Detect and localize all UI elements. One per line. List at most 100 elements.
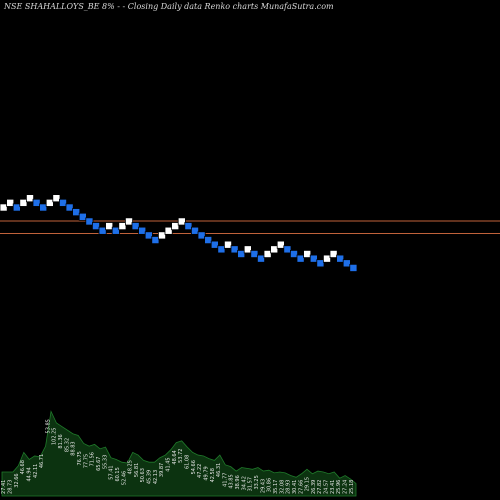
- volume-label: 65.67: [96, 457, 102, 471]
- volume-area-group: [1, 410, 357, 497]
- volume-label: 85.32: [64, 438, 70, 452]
- renko-brick-down: [12, 203, 21, 212]
- volume-label: 56.81: [134, 463, 140, 477]
- volume-label: 55.33: [102, 455, 108, 469]
- renko-brick-down: [289, 249, 298, 258]
- volume-label: 81.36: [58, 434, 64, 448]
- renko-brick-up: [52, 194, 61, 203]
- renko-brick-down: [296, 254, 305, 263]
- renko-brick-up: [177, 217, 186, 226]
- volume-label: 57.41: [109, 465, 115, 479]
- renko-brick-down: [59, 198, 68, 207]
- renko-brick-down: [316, 259, 325, 268]
- volume-label: 24.57: [324, 480, 330, 494]
- renko-brick-down: [184, 222, 193, 231]
- volume-label: 54.66: [191, 460, 197, 474]
- volume-label: 42.11: [33, 464, 39, 478]
- renko-brick-down: [151, 236, 160, 245]
- renko-brick-up: [6, 198, 15, 207]
- renko-brick-down: [138, 226, 147, 235]
- renko-brick-down: [349, 263, 358, 272]
- volume-label: 88.83: [71, 441, 77, 455]
- renko-brick-down: [190, 226, 199, 235]
- renko-brick-down: [98, 226, 107, 235]
- volume-label: 47.22: [197, 464, 203, 478]
- volume-label: 38.96: [235, 475, 241, 489]
- volume-label: 29.43: [260, 479, 266, 493]
- volume-label: 46.71: [39, 454, 45, 468]
- volume-label: 46.68: [20, 460, 26, 474]
- volume-label: 45.39: [147, 470, 153, 484]
- renko-brick-up: [329, 249, 338, 258]
- renko-brick-down: [72, 208, 81, 217]
- volume-label: 77.75: [83, 454, 89, 468]
- renko-brick-down: [230, 245, 239, 254]
- volume-label: 71.56: [90, 452, 96, 466]
- renko-brick-down: [78, 212, 87, 221]
- volume-label: 29.15: [305, 477, 311, 491]
- renko-brick-up: [223, 240, 232, 249]
- renko-brick-up: [45, 198, 54, 207]
- volume-label: 27.24: [343, 480, 349, 494]
- volume-label: 44.94: [26, 467, 32, 481]
- renko-brick-up: [25, 194, 34, 203]
- renko-brick-down: [131, 222, 140, 231]
- volume-label: 25.96: [336, 480, 342, 494]
- renko-brick-down: [39, 203, 48, 212]
- renko-brick-down: [283, 245, 292, 254]
- renko-brick-down: [309, 254, 318, 263]
- volume-label: 53.72: [178, 448, 184, 462]
- volume-label: 33.25: [254, 475, 260, 489]
- renko-brick-up: [322, 254, 331, 263]
- volume-label: 48.64: [172, 450, 178, 464]
- volume-label: 43.85: [229, 474, 235, 488]
- volume-label: 28.73: [7, 480, 13, 494]
- resistance-lines: [0, 220, 500, 235]
- renko-brick-up: [118, 222, 127, 231]
- renko-brick-down: [342, 259, 351, 268]
- renko-brick-up: [125, 217, 134, 226]
- volume-label: 53.85: [45, 419, 51, 433]
- renko-brick-down: [65, 203, 74, 212]
- volume-label: 49.79: [203, 466, 209, 480]
- volume-label: 61.08: [184, 455, 190, 469]
- volume-label: 76.75: [77, 451, 83, 465]
- volume-label: 48.25: [128, 460, 134, 474]
- renko-brick-down: [92, 222, 101, 231]
- renko-brick-up: [263, 249, 272, 258]
- volume-label: 27.82: [317, 480, 323, 494]
- renko-brick-up: [105, 222, 114, 231]
- volume-label: 34.42: [241, 476, 247, 490]
- volume-label: 30.41: [292, 480, 298, 494]
- volume-label: 60.15: [115, 467, 121, 481]
- renko-brick-down: [256, 254, 265, 263]
- volume-label: 41.45: [166, 457, 172, 471]
- volume-label: 23.41: [330, 480, 336, 494]
- volume-label: 42.13: [153, 470, 159, 484]
- renko-brick-up: [19, 198, 28, 207]
- volume-label: 25.18: [349, 480, 355, 494]
- volume-label: 39.87: [159, 463, 165, 477]
- renko-brick-down: [85, 217, 94, 226]
- volume-label: 52.46: [121, 471, 127, 485]
- volume-label: 46.31: [216, 463, 222, 477]
- volume-label: 42.58: [210, 468, 216, 482]
- renko-brick-down: [217, 245, 226, 254]
- chart-title: NSE SHAHALLOYS_BE 8% - - Closing Daily d…: [4, 2, 334, 11]
- volume-label: 41.77: [222, 473, 228, 487]
- volume-label: 26.39: [311, 480, 317, 494]
- renko-brick-up: [303, 249, 312, 258]
- renko-brick-down: [336, 254, 345, 263]
- volume-label: 27.41: [1, 480, 7, 494]
- volume-label: 50.63: [140, 468, 146, 482]
- renko-brick-down: [32, 198, 41, 207]
- volume-label: 27.66: [298, 480, 304, 494]
- renko-brick-down: [144, 231, 153, 240]
- renko-brick-down: [250, 249, 259, 258]
- renko-bricks: [0, 194, 358, 272]
- renko-brick-down: [111, 226, 120, 235]
- renko-brick-down: [204, 236, 213, 245]
